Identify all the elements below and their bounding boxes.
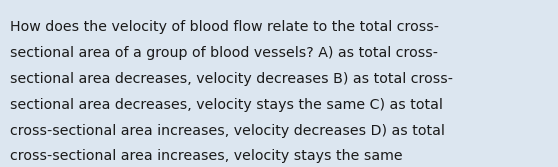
Text: How does the velocity of blood flow relate to the total cross-: How does the velocity of blood flow rela…	[10, 20, 439, 34]
Text: sectional area decreases, velocity decreases B) as total cross-: sectional area decreases, velocity decre…	[10, 72, 453, 86]
Text: sectional area of a group of blood vessels? A) as total cross-: sectional area of a group of blood vesse…	[10, 46, 438, 60]
Text: sectional area decreases, velocity stays the same C) as total: sectional area decreases, velocity stays…	[10, 98, 443, 112]
Text: cross-sectional area increases, velocity decreases D) as total: cross-sectional area increases, velocity…	[10, 124, 445, 138]
Text: cross-sectional area increases, velocity stays the same: cross-sectional area increases, velocity…	[10, 149, 403, 163]
